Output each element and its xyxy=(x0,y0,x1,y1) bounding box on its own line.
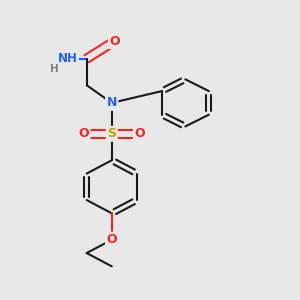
Text: H: H xyxy=(50,64,59,74)
Text: S: S xyxy=(107,127,116,140)
Text: NH: NH xyxy=(58,52,77,65)
Text: N: N xyxy=(106,96,117,110)
Text: O: O xyxy=(106,233,117,246)
Text: O: O xyxy=(78,127,89,140)
Text: O: O xyxy=(110,34,120,48)
Text: O: O xyxy=(134,127,145,140)
